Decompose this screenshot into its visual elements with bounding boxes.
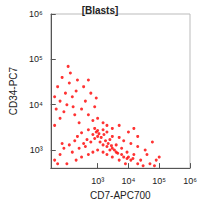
svg-text:10⁶: 10⁶ — [29, 9, 43, 19]
svg-text:CD7-APC700: CD7-APC700 — [90, 190, 151, 201]
svg-text:10⁴: 10⁴ — [121, 176, 135, 186]
svg-text:10³: 10³ — [91, 176, 104, 186]
svg-text:10⁶: 10⁶ — [183, 176, 197, 186]
svg-text:10⁴: 10⁴ — [29, 100, 43, 110]
svg-text:[Blasts]: [Blasts] — [82, 5, 119, 16]
svg-text:10⁵: 10⁵ — [29, 54, 43, 64]
svg-text:10⁵: 10⁵ — [152, 176, 166, 186]
svg-text:CD34-PC7: CD34-PC7 — [8, 66, 19, 115]
svg-text:10³: 10³ — [30, 145, 43, 155]
